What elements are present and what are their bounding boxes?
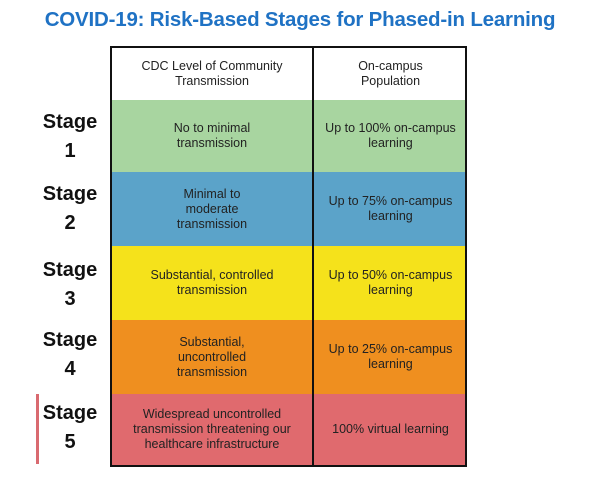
stage-2-transmission: Minimal to moderate transmission [176, 186, 248, 231]
stage-1-transmission: No to minimal transmission [173, 121, 251, 150]
stages-table: CDC Level of Community Transmission On-c… [110, 46, 467, 467]
header-transmission: CDC Level of Community Transmission [141, 59, 283, 88]
stage-4-population: Up to 25% on-campus learning [328, 342, 453, 371]
table-header-row: CDC Level of Community Transmission On-c… [112, 48, 465, 100]
table-row: Minimal to moderate transmission Up to 7… [112, 172, 465, 246]
stage-3-transmission: Substantial, controlled transmission [150, 268, 274, 297]
column-divider [312, 48, 314, 465]
stage-4-transmission: Substantial, uncontrolled transmission [176, 334, 248, 379]
header-population: On-campus Population [358, 59, 423, 88]
stage-5-accent-bar [36, 394, 39, 464]
stage-1-population: Up to 100% on-campus learning [325, 121, 456, 150]
stage-3-label: Stage 3 [30, 256, 110, 314]
stage-2-word: Stage [42, 183, 98, 205]
stage-1-label: Stage 1 [30, 108, 110, 166]
table-row: Substantial, uncontrolled transmission U… [112, 320, 465, 394]
table-row: Widespread uncontrolled transmission thr… [112, 394, 465, 465]
table-row: Substantial, controlled transmission Up … [112, 246, 465, 320]
stage-2-label: Stage 2 [30, 180, 110, 238]
stage-3-number: 3 [64, 288, 76, 310]
stage-4-label: Stage 4 [30, 326, 110, 384]
table-row: No to minimal transmission Up to 100% on… [112, 100, 465, 172]
stage-5-transmission: Widespread uncontrolled transmission thr… [133, 407, 291, 451]
page-title: COVID-19: Risk-Based Stages for Phased-i… [44, 8, 556, 31]
stage-3-population: Up to 50% on-campus learning [328, 268, 453, 297]
stage-5-label: Stage 5 [30, 399, 110, 457]
stage-4-word: Stage [42, 329, 98, 351]
stage-3-word: Stage [42, 259, 98, 281]
stage-5-word: Stage [42, 402, 98, 424]
stage-5-population: 100% virtual learning [332, 422, 449, 436]
stage-2-number: 2 [64, 212, 76, 234]
stage-2-population: Up to 75% on-campus learning [328, 194, 453, 223]
stage-1-number: 1 [64, 140, 76, 162]
stage-1-word: Stage [42, 111, 98, 133]
stage-5-number: 5 [64, 431, 76, 453]
stage-4-number: 4 [64, 358, 76, 380]
